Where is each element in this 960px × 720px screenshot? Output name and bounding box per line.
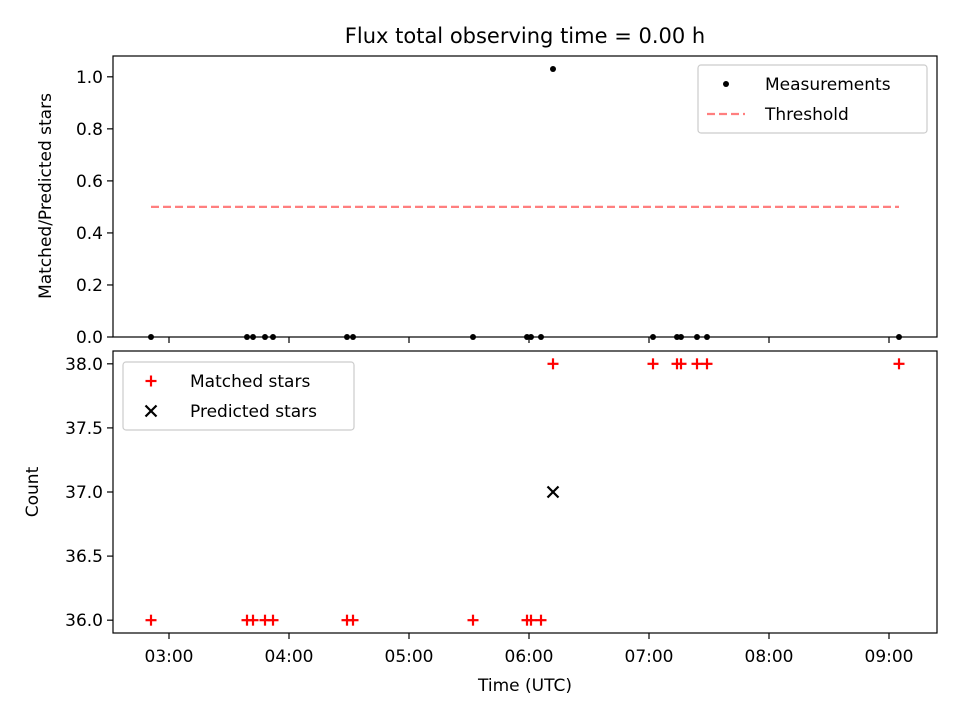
- bottom-ytick-label: 36.5: [65, 547, 103, 567]
- matched-star-point: [267, 614, 279, 626]
- bottom-legend-box: [122, 361, 355, 431]
- bottom-xtick-label: 06:00: [505, 647, 554, 667]
- matched-star-point: [647, 358, 659, 370]
- matched-star-point: [893, 358, 905, 370]
- measurement-point: [344, 334, 350, 340]
- measurement-point: [538, 334, 544, 340]
- predicted-star-point: [546, 485, 560, 499]
- top-legend-marker-0: [723, 81, 729, 87]
- measurement-point: [896, 334, 902, 340]
- bottom-ytick-label: 36.0: [65, 611, 103, 631]
- bottom-xtick-label: 08:00: [745, 647, 794, 667]
- measurement-point: [550, 66, 556, 73]
- matched-star-point: [691, 358, 703, 370]
- top-ytick-label: 1.0: [76, 68, 103, 88]
- top-legend-label-1: Threshold: [764, 105, 849, 125]
- measurement-point: [244, 334, 250, 340]
- bottom-legend-marker-1: [144, 404, 158, 418]
- measurement-point: [350, 334, 356, 340]
- top-legend-box: [697, 64, 928, 134]
- top-ytick-label: 0.2: [76, 276, 103, 296]
- bottom-ytick-label: 37.0: [65, 483, 103, 503]
- matched-star-point: [675, 358, 687, 370]
- matched-star-point: [467, 614, 479, 626]
- matched-star-point: [535, 614, 547, 626]
- matched-star-point: [525, 614, 537, 626]
- bottom-panel: 36.0 36.5 37.0 37.5 38.0 03:00 04:00 05:00 06:00…: [65, 350, 938, 667]
- measurement-point: [262, 334, 268, 340]
- measurement-point: [678, 334, 684, 340]
- bottom-legend-label-0: Matched stars: [190, 372, 310, 392]
- measurement-point: [694, 334, 700, 340]
- top-ytick-label: 0.0: [76, 328, 103, 348]
- measurement-point: [470, 334, 476, 340]
- bottom-legend-marker-1-b: [144, 404, 158, 418]
- bottom-xtick-label: 03:00: [145, 647, 194, 667]
- top-y-axis-label: Matched/Predicted stars: [36, 93, 56, 299]
- measurement-point: [650, 334, 656, 340]
- measurement-point: [270, 334, 276, 340]
- matched-star-point: [547, 358, 559, 370]
- measurement-point: [250, 334, 256, 340]
- matched-star-point: [145, 614, 157, 626]
- bottom-xtick-label: 05:00: [385, 647, 434, 667]
- bottom-xtick-label: 09:00: [865, 647, 914, 667]
- measurement-point: [528, 334, 534, 340]
- bottom-legend-marker-0: [145, 375, 157, 387]
- x-axis-label: Time (UTC): [477, 676, 572, 696]
- bottom-legend-label-1: Predicted stars: [190, 402, 317, 422]
- top-panel: 0.0 0.2 0.4 0.6 0.8 1.0 Measurements Threshold: [76, 55, 938, 348]
- top-ytick-label: 0.4: [76, 224, 103, 244]
- top-legend-label-0: Measurements: [765, 75, 891, 95]
- chart-title: Flux total observing time = 0.00 h: [345, 24, 705, 48]
- bottom-xtick-label: 04:00: [265, 647, 314, 667]
- matched-star-point: [247, 614, 259, 626]
- top-ytick-label: 0.8: [76, 120, 103, 140]
- measurement-point: [148, 334, 154, 340]
- bottom-y-axis-label: Count: [23, 466, 43, 517]
- predicted-star-point-b: [546, 485, 560, 499]
- matched-star-point: [347, 614, 359, 626]
- bottom-ytick-label: 38.0: [65, 355, 103, 375]
- top-ytick-label: 0.6: [76, 172, 103, 192]
- bottom-xtick-label: 07:00: [625, 647, 674, 667]
- measurement-point: [704, 334, 710, 340]
- bottom-ytick-label: 37.5: [65, 419, 103, 439]
- matched-star-point: [701, 358, 713, 370]
